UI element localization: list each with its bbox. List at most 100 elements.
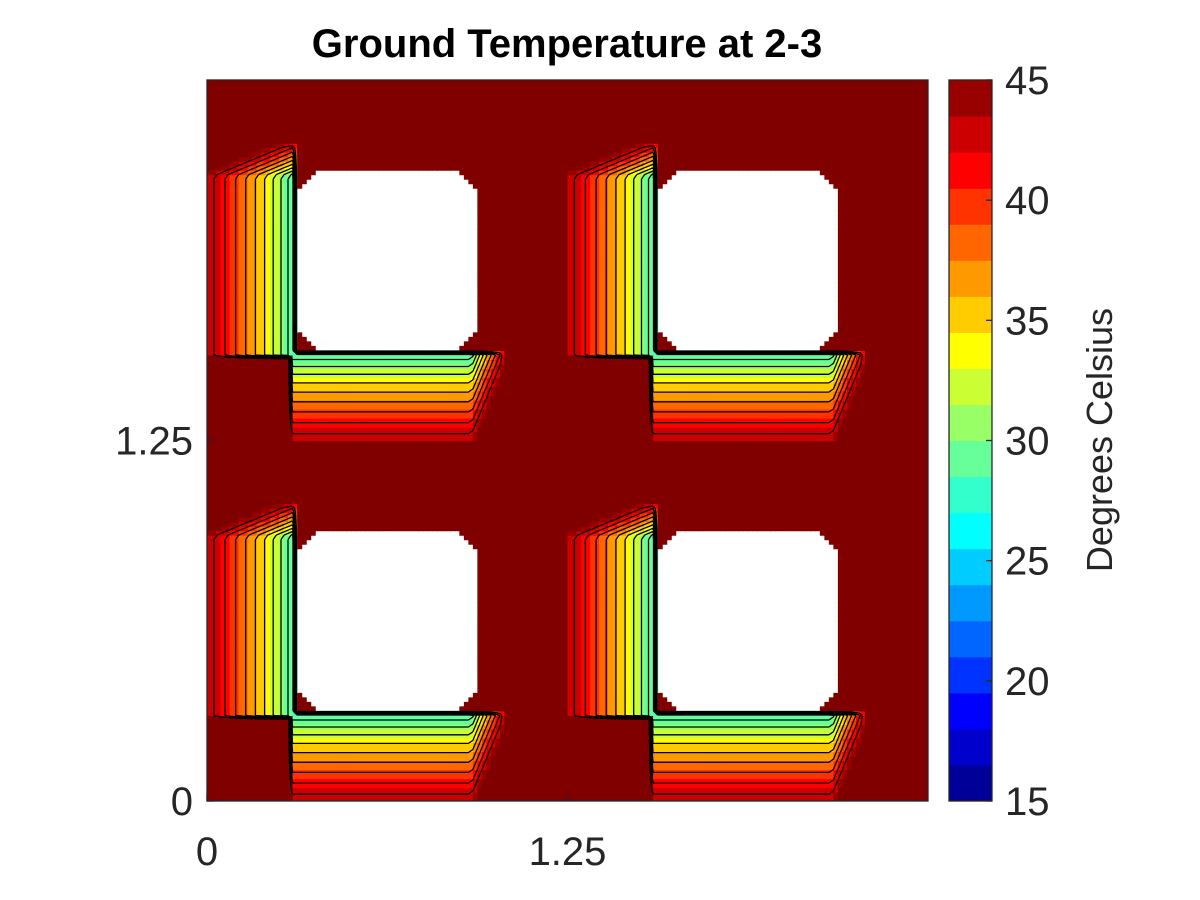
field-cell [405, 738, 410, 743]
field-cell [824, 729, 829, 734]
field-cell [757, 760, 762, 765]
field-cell [887, 621, 892, 626]
field-cell [635, 787, 640, 792]
field-cell [815, 787, 820, 792]
field-cell [558, 666, 563, 671]
field-cell [568, 652, 573, 657]
field-cell [509, 742, 514, 747]
field-cell [315, 756, 320, 761]
field-cell [545, 670, 550, 675]
field-cell [495, 612, 500, 617]
field-cell [865, 625, 870, 630]
field-cell [437, 738, 442, 743]
field-cell [252, 760, 257, 765]
field-cell [531, 760, 536, 765]
field-cell [513, 747, 518, 752]
field-cell [869, 774, 874, 779]
field-cell [878, 639, 883, 644]
field-cell [333, 738, 338, 743]
field-cell [495, 625, 500, 630]
field-cell [275, 652, 280, 657]
field-cell [369, 729, 374, 734]
field-cell [486, 702, 491, 707]
field-cell [509, 729, 514, 734]
field-cell [779, 765, 784, 770]
field-cell [838, 783, 843, 788]
field-cell [572, 787, 577, 792]
field-cell [851, 783, 856, 788]
field-cell [225, 616, 230, 621]
field-cell [369, 720, 374, 725]
field-cell [608, 742, 613, 747]
field-cell [504, 675, 509, 680]
field-cell [563, 774, 568, 779]
field-cell [914, 783, 919, 788]
field-cell [878, 769, 883, 774]
field-cell [874, 783, 879, 788]
field-cell [761, 720, 766, 725]
field-cell [617, 774, 622, 779]
field-cell [887, 774, 892, 779]
field-cell [369, 760, 374, 765]
field-cell [869, 616, 874, 621]
field-cell [761, 787, 766, 792]
field-cell [856, 774, 861, 779]
field-cell [563, 747, 568, 752]
field-cell [338, 760, 343, 765]
field-cell [860, 738, 865, 743]
field-cell [207, 783, 212, 788]
field-cell [464, 738, 469, 743]
field-cell [207, 666, 212, 671]
field-cell [856, 679, 861, 684]
field-cell [536, 711, 541, 716]
field-cell [500, 616, 505, 621]
field-cell [626, 787, 631, 792]
field-cell [261, 742, 266, 747]
field-cell [284, 760, 289, 765]
field-cell [680, 756, 685, 761]
field-cell [761, 729, 766, 734]
field-cell [275, 738, 280, 743]
field-cell [495, 648, 500, 653]
field-cell [797, 738, 802, 743]
field-cell [275, 657, 280, 662]
field-cell [590, 706, 595, 711]
field-cell [234, 751, 239, 756]
field-cell [527, 720, 532, 725]
field-cell [207, 765, 212, 770]
field-cell [784, 729, 789, 734]
field-cell [311, 747, 316, 752]
field-cell [671, 760, 676, 765]
field-cell [558, 630, 563, 635]
field-cell [302, 774, 307, 779]
field-cell [577, 697, 582, 702]
field-cell [554, 625, 559, 630]
field-cell [851, 648, 856, 653]
field-cell [896, 774, 901, 779]
field-cell [491, 706, 496, 711]
field-cell [518, 666, 523, 671]
field-cell [500, 612, 505, 617]
field-cell [586, 769, 591, 774]
field-cell [356, 765, 361, 770]
field-cell [842, 783, 847, 788]
field-cell [531, 787, 536, 792]
field-cell [356, 756, 361, 761]
field-cell [275, 724, 280, 729]
field-cell [540, 724, 545, 729]
field-cell [842, 778, 847, 783]
field-cell [761, 756, 766, 761]
field-cell [617, 747, 622, 752]
field-cell [266, 729, 271, 734]
field-cell [667, 760, 672, 765]
field-cell [549, 715, 554, 720]
field-cell [527, 747, 532, 752]
field-cell [491, 661, 496, 666]
field-cell [257, 778, 262, 783]
field-cell [644, 720, 649, 725]
field-cell [919, 648, 924, 653]
field-cell [374, 756, 379, 761]
field-cell [284, 724, 289, 729]
field-cell [851, 778, 856, 783]
field-cell [347, 729, 352, 734]
